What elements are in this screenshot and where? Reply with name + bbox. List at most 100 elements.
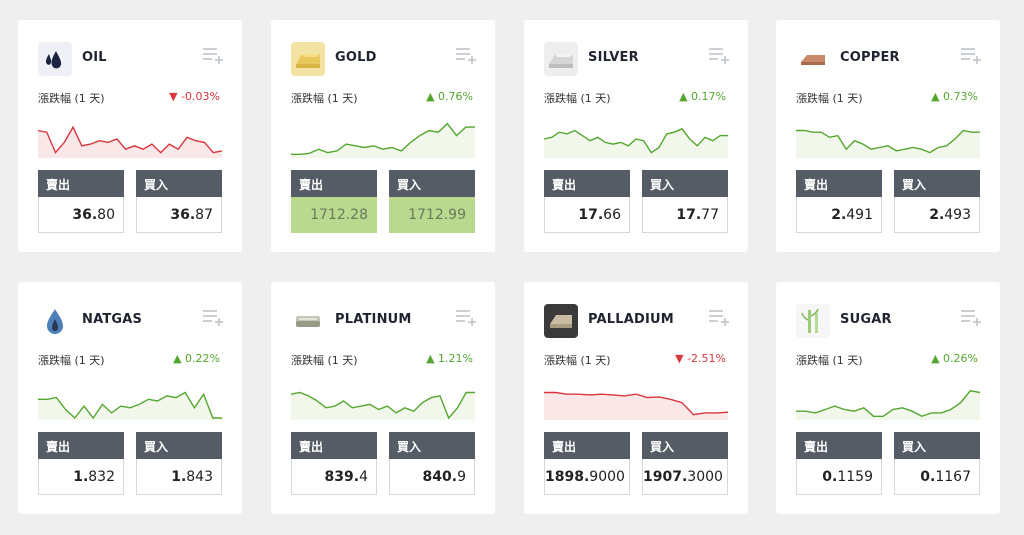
- sell-price-main: 17.: [578, 207, 604, 223]
- change-percent: ▼ -2.51%: [675, 352, 726, 365]
- buy-label: 買入: [136, 170, 222, 197]
- sell-price-main: 0.: [822, 469, 838, 485]
- sell-button[interactable]: 賣出 1712.28: [291, 170, 377, 233]
- sparkline-line: [290, 391, 475, 420]
- buy-price-main: 840.: [422, 469, 458, 485]
- sell-price: 2.491: [796, 197, 882, 233]
- sell-price-tail: 491: [846, 207, 873, 223]
- sell-price: 1.832: [38, 459, 124, 495]
- oil-drops-icon: [38, 42, 72, 76]
- buy-button[interactable]: 買入 2.493: [894, 170, 980, 233]
- sell-button[interactable]: 賣出 36.80: [38, 170, 124, 233]
- card-header: PLATINUM: [289, 303, 477, 338]
- card-header: PALLADIUM: [542, 303, 730, 338]
- sell-button[interactable]: 賣出 1.832: [38, 432, 124, 495]
- sell-button[interactable]: 賣出 2.491: [796, 170, 882, 233]
- sparkline-chart: [290, 391, 475, 420]
- sparkline-line: [38, 391, 222, 420]
- sell-price: 839.4: [291, 459, 377, 495]
- card-header: COPPER: [794, 41, 982, 76]
- buy-price-main: 1.: [171, 469, 187, 485]
- commodity-name: OIL: [82, 50, 107, 65]
- platinum-bar-icon: [291, 304, 325, 338]
- sparkline-area: [796, 130, 980, 158]
- sell-price: 36.80: [38, 197, 124, 233]
- buy-label: 買入: [642, 170, 728, 197]
- watchlist-add-icon[interactable]: [202, 308, 224, 328]
- change-percent: ▲ 0.22%: [173, 352, 220, 365]
- buy-price: 0.1167: [894, 459, 980, 495]
- watchlist-add-icon[interactable]: [455, 46, 477, 66]
- sparkline-chart: [543, 127, 728, 158]
- buy-price: 17.77: [642, 197, 728, 233]
- card-platinum[interactable]: PLATINUM 漲跌幅 (1 天) ▲ 1.21% 賣出 839.4 買入 8…: [271, 282, 495, 514]
- buy-label: 買入: [894, 170, 980, 197]
- sparkline-area: [38, 127, 222, 158]
- buy-button[interactable]: 買入 1.843: [136, 432, 222, 495]
- change-percent: ▲ 0.76%: [426, 90, 473, 103]
- buy-label: 買入: [389, 170, 475, 197]
- buy-label: 買入: [389, 432, 475, 459]
- card-oil[interactable]: OIL 漲跌幅 (1 天) ▼ -0.03% 賣出 36.80 買入 36.87: [18, 20, 242, 252]
- commodity-name: SUGAR: [840, 312, 892, 327]
- buy-price: 1712.99: [389, 197, 475, 233]
- buy-price-main: 17.: [676, 207, 702, 223]
- palladium-bar-icon: [544, 304, 578, 338]
- sell-price-tail: 1159: [837, 469, 873, 485]
- change-period-label: 漲跌幅 (1 天): [291, 354, 358, 367]
- sell-price: 1898.9000: [544, 459, 630, 495]
- watchlist-add-icon[interactable]: [708, 46, 730, 66]
- card-gold[interactable]: GOLD 漲跌幅 (1 天) ▲ 0.76% 賣出 1712.28 買入 171…: [271, 20, 495, 252]
- buy-price-tail: 1712.99: [408, 207, 466, 223]
- card-silver[interactable]: SILVER 漲跌幅 (1 天) ▲ 0.17% 賣出 17.66 買入 17.…: [524, 20, 748, 252]
- card-sugar[interactable]: SUGAR 漲跌幅 (1 天) ▲ 0.26% 賣出 0.1159 買入 0.1…: [776, 282, 1000, 514]
- gas-flame-icon: [38, 304, 72, 338]
- buy-button[interactable]: 買入 36.87: [136, 170, 222, 233]
- change-period-label: 漲跌幅 (1 天): [796, 354, 863, 367]
- sell-price-main: 2.: [831, 207, 847, 223]
- sparkline-line: [291, 122, 475, 155]
- watchlist-add-icon[interactable]: [455, 308, 477, 328]
- card-natgas[interactable]: NATGAS 漲跌幅 (1 天) ▲ 0.22% 賣出 1.832 買入 1.8…: [18, 282, 242, 514]
- sell-price: 17.66: [544, 197, 630, 233]
- sparkline-line: [796, 390, 981, 418]
- sell-label: 賣出: [796, 432, 882, 459]
- change-percent: ▲ 0.17%: [679, 90, 726, 103]
- buy-button[interactable]: 買入 17.77: [642, 170, 728, 233]
- gold-bar-icon: [291, 42, 325, 76]
- buy-button[interactable]: 買入 840.9: [389, 432, 475, 495]
- buy-price: 840.9: [389, 459, 475, 495]
- sparkline-chart: [38, 391, 222, 420]
- buy-button[interactable]: 買入 1712.99: [389, 170, 475, 233]
- sell-button[interactable]: 賣出 839.4: [291, 432, 377, 495]
- sell-price-main: 36.: [72, 207, 98, 223]
- sell-price-tail: 80: [97, 207, 115, 223]
- sell-button[interactable]: 賣出 1898.9000: [544, 432, 630, 495]
- sugarcane-icon: [796, 304, 830, 338]
- watchlist-add-icon[interactable]: [708, 308, 730, 328]
- card-header: NATGAS: [36, 303, 224, 338]
- buy-button[interactable]: 買入 0.1167: [894, 432, 980, 495]
- sell-label: 賣出: [291, 170, 377, 197]
- buy-label: 買入: [642, 432, 728, 459]
- sparkline-chart: [37, 125, 223, 158]
- sparkline-chart: [796, 129, 980, 158]
- sparkline-area: [796, 390, 980, 420]
- sparkline-chart: [291, 122, 475, 158]
- card-copper[interactable]: COPPER 漲跌幅 (1 天) ▲ 0.73% 賣出 2.491 買入 2.4…: [776, 20, 1000, 252]
- change-period-label: 漲跌幅 (1 天): [38, 354, 105, 367]
- watchlist-add-icon[interactable]: [202, 46, 224, 66]
- sell-button[interactable]: 賣出 17.66: [544, 170, 630, 233]
- buy-button[interactable]: 買入 1907.3000: [642, 432, 728, 495]
- commodity-name: COPPER: [840, 50, 900, 65]
- commodity-name: GOLD: [335, 50, 377, 65]
- card-palladium[interactable]: PALLADIUM 漲跌幅 (1 天) ▼ -2.51% 賣出 1898.900…: [524, 282, 748, 514]
- sell-price-main: 1898.: [545, 469, 590, 485]
- watchlist-add-icon[interactable]: [960, 308, 982, 328]
- sell-label: 賣出: [544, 432, 630, 459]
- sell-label: 賣出: [544, 170, 630, 197]
- sell-price-tail: 4: [359, 469, 368, 485]
- sell-button[interactable]: 賣出 0.1159: [796, 432, 882, 495]
- buy-price-tail: 87: [195, 207, 213, 223]
- watchlist-add-icon[interactable]: [960, 46, 982, 66]
